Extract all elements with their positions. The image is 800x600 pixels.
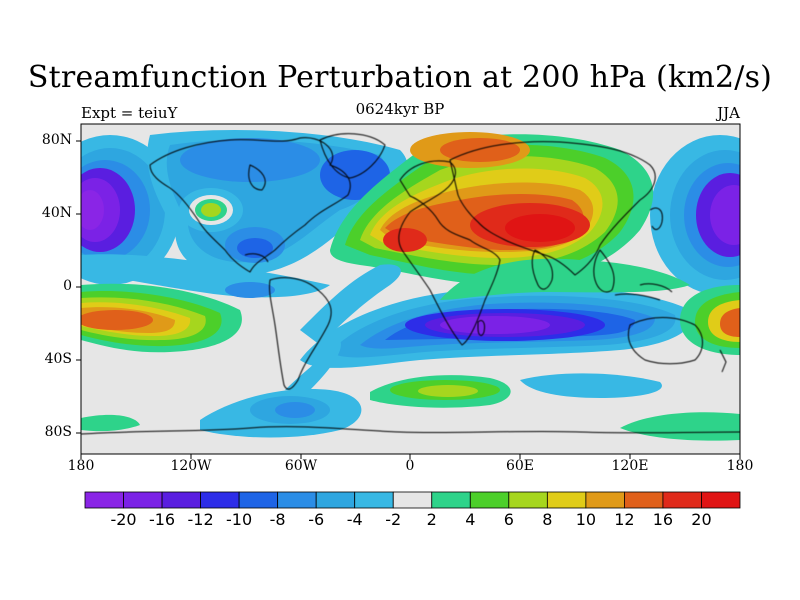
legend-swatch (585, 491, 625, 509)
legend-swatch (546, 491, 587, 509)
lat-label-40n: 40N (41, 205, 72, 221)
color-legend-bar (84, 491, 741, 509)
legend-swatch (238, 491, 279, 509)
lon-label-120w: 120W (170, 458, 212, 474)
lon-label-60w: 60W (284, 458, 318, 474)
legend-swatch (315, 491, 356, 509)
high-south-pacific-west (81, 283, 242, 353)
legend-label: 20 (691, 510, 712, 529)
legend-swatch (469, 491, 510, 509)
coastlines (81, 133, 740, 435)
legend-label: -6 (308, 510, 325, 529)
legend-swatch (624, 491, 664, 509)
lat-label-40s: 40S (44, 351, 72, 367)
lon-label-60e: 60E (505, 458, 535, 474)
plot-title: Streamfunction Perturbation at 200 hPa (… (27, 60, 773, 95)
lon-label-180e: 180 (726, 458, 754, 474)
legend-swatch (701, 491, 741, 509)
legend-label: -4 (346, 510, 363, 529)
legend-swatch (123, 491, 163, 509)
map-frame (76, 123, 741, 459)
legend-label: -10 (226, 510, 253, 529)
lon-label-120e: 120E (611, 458, 649, 474)
legend-swatch (392, 491, 433, 509)
season-label: JJA (717, 104, 740, 122)
legend-label: -12 (187, 510, 214, 529)
legend-label: 16 (652, 510, 674, 529)
southern-ocean-features (81, 373, 740, 441)
legend-label: 10 (575, 510, 597, 529)
time-label: 0624kyr BP (355, 100, 445, 118)
legend-label: -20 (110, 510, 137, 529)
lon-ticks (80, 454, 741, 459)
legend-swatch (161, 491, 201, 509)
lat-label-80s: 80S (44, 424, 72, 440)
low-south-indian (300, 286, 692, 368)
legend-label: 4 (465, 510, 476, 529)
high-south-pacific-east (680, 285, 740, 355)
legend-label: -16 (148, 510, 176, 529)
small-anomaly-ring (179, 188, 243, 232)
low-pacific-north-east (650, 135, 740, 295)
legend-label: -2 (385, 510, 402, 529)
legend-label: 6 (503, 510, 514, 529)
legend-swatch (354, 491, 394, 509)
high-eurasia (330, 132, 654, 285)
legend-label: 12 (614, 510, 635, 529)
legend-swatch (662, 491, 702, 509)
lat-ticks (76, 140, 81, 434)
low-equatorial-pacific (81, 254, 330, 298)
experiment-label: Expt = teiuY (81, 104, 178, 122)
legend-swatch (508, 491, 548, 509)
low-north-america (147, 130, 408, 276)
lat-label-80n: 80N (41, 132, 72, 148)
lon-label-180w: 180 (67, 458, 95, 474)
legend-swatch (277, 491, 317, 509)
legend-swatch (84, 491, 124, 509)
legend-swatch (431, 491, 471, 509)
legend-label: 2 (426, 510, 437, 529)
legend-label: 8 (542, 510, 553, 529)
legend-swatch (200, 491, 240, 509)
contour-field (81, 124, 740, 454)
legend-label: -8 (269, 510, 286, 529)
lon-label-0: 0 (405, 458, 415, 474)
lat-label-eq: 0 (63, 278, 72, 294)
